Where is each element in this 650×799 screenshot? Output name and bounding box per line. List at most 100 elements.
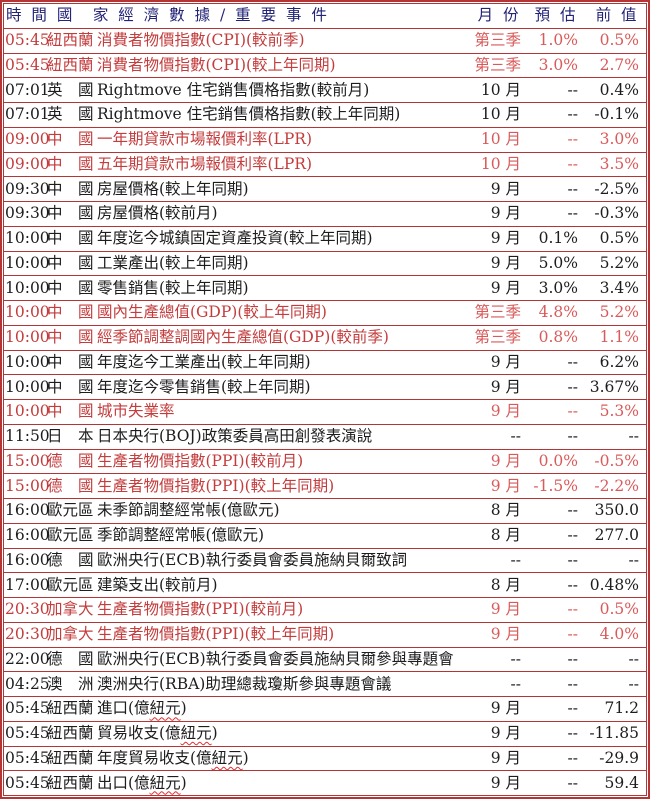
event-row: 16:00 德 國 歐洲央行(ECB)執行委員會委員施納貝爾致詞 -- -- -… (3, 547, 647, 574)
country-cell: 中 國 (47, 204, 94, 223)
event-cell: 工業產出(較上年同期) (97, 253, 249, 272)
month-cell: 9 月 (490, 724, 521, 743)
event-cell: 房屋價格(較前月) (97, 204, 218, 223)
previous-cell: -- (628, 649, 639, 668)
estimate-cell: -- (567, 526, 578, 545)
event-row: 05:45 紐西蘭 出口(億紐元) 9 月 -- 59.4 (3, 770, 647, 796)
country-cell: 德 國 (47, 550, 94, 569)
event-row: 09:00 中 國 五年期貸款市場報價利率(LPR) 10 月 -- 3.5% (3, 151, 647, 178)
country-cell: 歐元區 (47, 501, 94, 520)
event-cell: 季節調整經常帳(億歐元) (97, 526, 265, 545)
estimate-cell: -- (567, 649, 578, 668)
country-cell: 德 國 (47, 649, 94, 668)
estimate-cell: -- (567, 748, 578, 767)
month-cell: 9 月 (490, 179, 521, 198)
event-row: 10:00 中 國 年度迄今工業產出(較上年同期) 9 月 -- 6.2% (3, 349, 647, 376)
country-cell: 中 國 (47, 303, 94, 322)
country-cell: 中 國 (47, 130, 94, 149)
month-cell: 10 月 (480, 80, 521, 99)
estimate-cell: -- (567, 575, 578, 594)
previous-cell: 5.3% (599, 402, 639, 421)
time-cell: 10:00 (5, 377, 50, 396)
country-cell: 歐元區 (47, 526, 94, 545)
event-cell: 國內生產總值(GDP)(較上年同期) (97, 303, 327, 322)
estimate-cell: -- (567, 600, 578, 619)
month-cell: 9 月 (490, 699, 521, 718)
previous-cell: -- (628, 550, 639, 569)
estimate-cell: -- (567, 402, 578, 421)
estimate-cell: -- (567, 154, 578, 173)
event-cell: 生產者物價指數(PPI)(較前月) (97, 600, 304, 619)
estimate-cell: -- (567, 130, 578, 149)
time-cell: 16:00 (5, 501, 50, 520)
time-cell: 10:00 (5, 402, 50, 421)
event-row: 17:00 歐元區 建築支出(較前月) 8 月 -- 0.48% (3, 572, 647, 598)
month-cell: 10 月 (480, 154, 521, 173)
month-cell: 8 月 (490, 526, 521, 545)
event-row: 05:45 紐西蘭 貿易收支(億紐元) 9 月 -- -11.85 (3, 720, 647, 747)
spellcheck-wavy-underline: 紐元 (211, 748, 243, 767)
event-cell: 消費者物價指數(CPI)(較前季) (97, 31, 305, 50)
country-cell: 加拿大 (47, 625, 94, 644)
previous-cell: 71.2 (604, 699, 639, 718)
country-cell: 澳 洲 (47, 674, 94, 693)
country-cell: 中 國 (47, 278, 94, 297)
previous-cell: 277.0 (594, 526, 639, 545)
previous-cell: -11.85 (589, 724, 639, 743)
estimate-cell: 0.8% (538, 328, 578, 347)
time-cell: 04:25 (5, 674, 50, 693)
event-cell: 年度貿易收支(億紐元) (97, 748, 249, 767)
previous-cell: 3.5% (599, 154, 639, 173)
previous-cell: 0.5% (599, 31, 639, 50)
event-row: 11:50 日 本 日本央行(BOJ)政策委員高田創發表演說 -- -- -- (3, 423, 647, 450)
previous-cell: 59.4 (604, 773, 639, 792)
time-cell: 09:30 (5, 204, 50, 223)
event-cell: 歐洲央行(ECB)執行委員會委員施納貝爾參與專題會 (97, 649, 454, 668)
estimate-cell: -- (567, 550, 578, 569)
event-row: 15:00 德 國 生產者物價指數(PPI)(較上年同期) 9 月 -1.5% … (3, 473, 647, 499)
table-header-row: 時 間 國 家 經 濟 數 據 / 重 要 事 件 月 份 預 估 前 值 (3, 3, 647, 29)
previous-cell: 0.4% (599, 80, 639, 99)
time-cell: 15:00 (5, 451, 50, 470)
month-cell: 9 月 (490, 204, 521, 223)
month-cell: -- (510, 674, 521, 693)
event-cell: 生產者物價指數(PPI)(較上年同期) (97, 476, 335, 495)
month-cell: 9 月 (490, 229, 521, 248)
country-cell: 歐元區 (47, 575, 94, 594)
event-cell: Rightmove 住宅銷售價格指數(較上年同期) (97, 105, 401, 124)
estimate-cell: -- (567, 377, 578, 396)
time-cell: 11:50 (5, 427, 50, 446)
previous-cell: 4.0% (599, 625, 639, 644)
month-cell: 8 月 (490, 501, 521, 520)
month-cell: -- (510, 427, 521, 446)
event-row: 04:25 澳 洲 澳洲央行(RBA)助理總裁瓊斯參與專題會議 -- -- -- (3, 671, 647, 697)
previous-cell: 350.0 (594, 501, 639, 520)
event-row: 10:00 中 國 國內生產總值(GDP)(較上年同期) 第三季 4.8% 5.… (3, 300, 647, 326)
time-cell: 05:45 (5, 31, 50, 50)
estimate-cell: 1.0% (538, 31, 578, 50)
time-cell: 16:00 (5, 526, 50, 545)
estimate-cell: -- (567, 204, 578, 223)
previous-cell: 3.4% (599, 278, 639, 297)
previous-cell: 0.5% (599, 600, 639, 619)
event-row: 16:00 歐元區 未季節調整經常帳(億歐元) 8 月 -- 350.0 (3, 498, 647, 524)
time-cell: 15:00 (5, 476, 50, 495)
month-cell: 第三季 (474, 31, 521, 50)
event-cell: 出口(億紐元) (97, 773, 187, 792)
country-cell: 英 國 (47, 105, 94, 124)
event-row: 07:01 英 國 Rightmove 住宅銷售價格指數(較上年同期) 10 月… (3, 102, 647, 128)
time-cell: 10:00 (5, 229, 50, 248)
month-cell: 9 月 (490, 451, 521, 470)
estimate-cell: -- (567, 105, 578, 124)
month-cell: 第三季 (474, 303, 521, 322)
country-cell: 中 國 (47, 377, 94, 396)
previous-cell: -29.9 (599, 748, 639, 767)
event-cell: 房屋價格(較上年同期) (97, 179, 249, 198)
month-cell: 10 月 (480, 130, 521, 149)
estimate-cell: -- (567, 179, 578, 198)
event-cell: Rightmove 住宅銷售價格指數(較前月) (97, 80, 370, 99)
country-cell: 日 本 (47, 427, 94, 446)
time-cell: 09:00 (5, 154, 50, 173)
time-cell: 17:00 (5, 575, 50, 594)
